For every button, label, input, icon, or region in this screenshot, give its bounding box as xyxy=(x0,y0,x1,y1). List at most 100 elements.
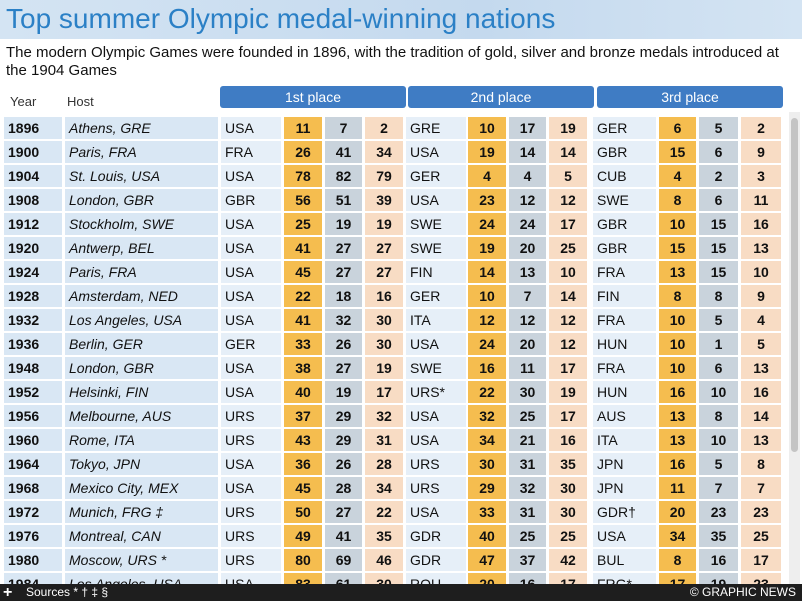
bronze-cell: 5 xyxy=(549,165,587,187)
bronze-cell: 16 xyxy=(741,381,781,403)
silver-cell: 26 xyxy=(325,333,362,355)
silver-cell: 15 xyxy=(699,261,738,283)
gold-cell: 33 xyxy=(284,333,322,355)
group-header: 3rd place xyxy=(597,86,783,108)
host-cell: Paris, FRA xyxy=(65,261,218,283)
gold-cell: 25 xyxy=(284,213,322,235)
country-cell: SWE xyxy=(406,213,466,235)
bronze-cell: 10 xyxy=(741,261,781,283)
bronze-cell: 79 xyxy=(365,165,403,187)
country-cell: JPN xyxy=(593,453,656,475)
country-cell: URS* xyxy=(406,381,466,403)
year-cell: 1984 xyxy=(4,573,62,584)
silver-cell: 25 xyxy=(509,405,546,427)
silver-cell: 21 xyxy=(509,429,546,451)
host-cell: Los Angeles, USA xyxy=(65,309,218,331)
year-cell: 1964 xyxy=(4,453,62,475)
bronze-cell: 19 xyxy=(365,357,403,379)
bronze-cell: 17 xyxy=(549,573,587,584)
bronze-cell: 2 xyxy=(741,117,781,139)
bronze-cell: 12 xyxy=(549,309,587,331)
country-cell: USA xyxy=(406,501,466,523)
bronze-cell: 16 xyxy=(549,429,587,451)
silver-cell: 6 xyxy=(699,189,738,211)
gold-cell: 83 xyxy=(284,573,322,584)
gold-cell: 47 xyxy=(468,549,506,571)
country-cell: HUN xyxy=(593,381,656,403)
year-cell: 1904 xyxy=(4,165,62,187)
gold-cell: 13 xyxy=(659,261,696,283)
bronze-cell: 13 xyxy=(741,429,781,451)
bronze-cell: 35 xyxy=(549,453,587,475)
country-cell: USA xyxy=(406,141,466,163)
scrollbar[interactable] xyxy=(789,112,800,584)
gold-cell: 45 xyxy=(284,477,322,499)
bronze-cell: 10 xyxy=(549,261,587,283)
gold-cell: 16 xyxy=(468,357,506,379)
country-cell: FRA xyxy=(593,309,656,331)
scroll-thumb[interactable] xyxy=(791,118,798,452)
country-cell: GDR† xyxy=(593,501,656,523)
gold-cell: 6 xyxy=(659,117,696,139)
silver-cell: 6 xyxy=(699,357,738,379)
bronze-cell: 9 xyxy=(741,285,781,307)
silver-cell: 29 xyxy=(325,405,362,427)
gold-cell: 8 xyxy=(659,189,696,211)
gold-cell: 78 xyxy=(284,165,322,187)
gold-cell: 13 xyxy=(659,405,696,427)
credit: © GRAPHIC NEWS xyxy=(689,585,796,599)
silver-cell: 27 xyxy=(325,237,362,259)
gold-cell: 22 xyxy=(284,285,322,307)
host-cell: London, GBR xyxy=(65,357,218,379)
gold-cell: 10 xyxy=(659,333,696,355)
country-cell: GDR xyxy=(406,549,466,571)
bronze-cell: 4 xyxy=(741,309,781,331)
expand-icon[interactable]: + xyxy=(3,584,13,601)
gold-cell: 17 xyxy=(659,573,696,584)
country-cell: BUL xyxy=(593,549,656,571)
silver-cell: 18 xyxy=(325,285,362,307)
gold-cell: 80 xyxy=(284,549,322,571)
silver-cell: 2 xyxy=(699,165,738,187)
silver-cell: 35 xyxy=(699,525,738,547)
host-cell: London, GBR xyxy=(65,189,218,211)
silver-cell: 27 xyxy=(325,501,362,523)
country-cell: USA xyxy=(221,357,281,379)
year-cell: 1896 xyxy=(4,117,62,139)
country-cell: USA xyxy=(221,237,281,259)
gold-cell: 36 xyxy=(284,453,322,475)
country-cell: SWE xyxy=(406,237,466,259)
gold-cell: 8 xyxy=(659,549,696,571)
sources[interactable]: Sources * † ‡ § xyxy=(26,585,109,599)
title: Top summer Olympic medal-winning nations xyxy=(6,3,556,34)
bronze-cell: 8 xyxy=(741,453,781,475)
gold-cell: 8 xyxy=(659,285,696,307)
gold-cell: 22 xyxy=(468,381,506,403)
silver-cell: 31 xyxy=(509,501,546,523)
silver-cell: 26 xyxy=(325,453,362,475)
column-header: Host xyxy=(67,94,94,109)
bronze-cell: 19 xyxy=(549,381,587,403)
country-cell: URS xyxy=(406,453,466,475)
silver-cell: 69 xyxy=(325,549,362,571)
host-cell: Antwerp, BEL xyxy=(65,237,218,259)
year-cell: 1932 xyxy=(4,309,62,331)
gold-cell: 33 xyxy=(468,501,506,523)
silver-cell: 29 xyxy=(325,429,362,451)
host-cell: Melbourne, AUS xyxy=(65,405,218,427)
gold-cell: 4 xyxy=(468,165,506,187)
gold-cell: 13 xyxy=(659,429,696,451)
silver-cell: 61 xyxy=(325,573,362,584)
silver-cell: 4 xyxy=(509,165,546,187)
country-cell: FIN xyxy=(593,285,656,307)
gold-cell: 41 xyxy=(284,309,322,331)
year-cell: 1972 xyxy=(4,501,62,523)
bronze-cell: 32 xyxy=(365,405,403,427)
bronze-cell: 16 xyxy=(365,285,403,307)
country-cell: URS xyxy=(221,405,281,427)
country-cell: GER xyxy=(406,285,466,307)
gold-cell: 15 xyxy=(659,237,696,259)
host-cell: Mexico City, MEX xyxy=(65,477,218,499)
table-body[interactable]: 1896 Athens, GRE USA 11 7 2 GRE 10 17 19 GER 6 5 2 190… xyxy=(0,112,788,584)
silver-cell: 32 xyxy=(509,477,546,499)
